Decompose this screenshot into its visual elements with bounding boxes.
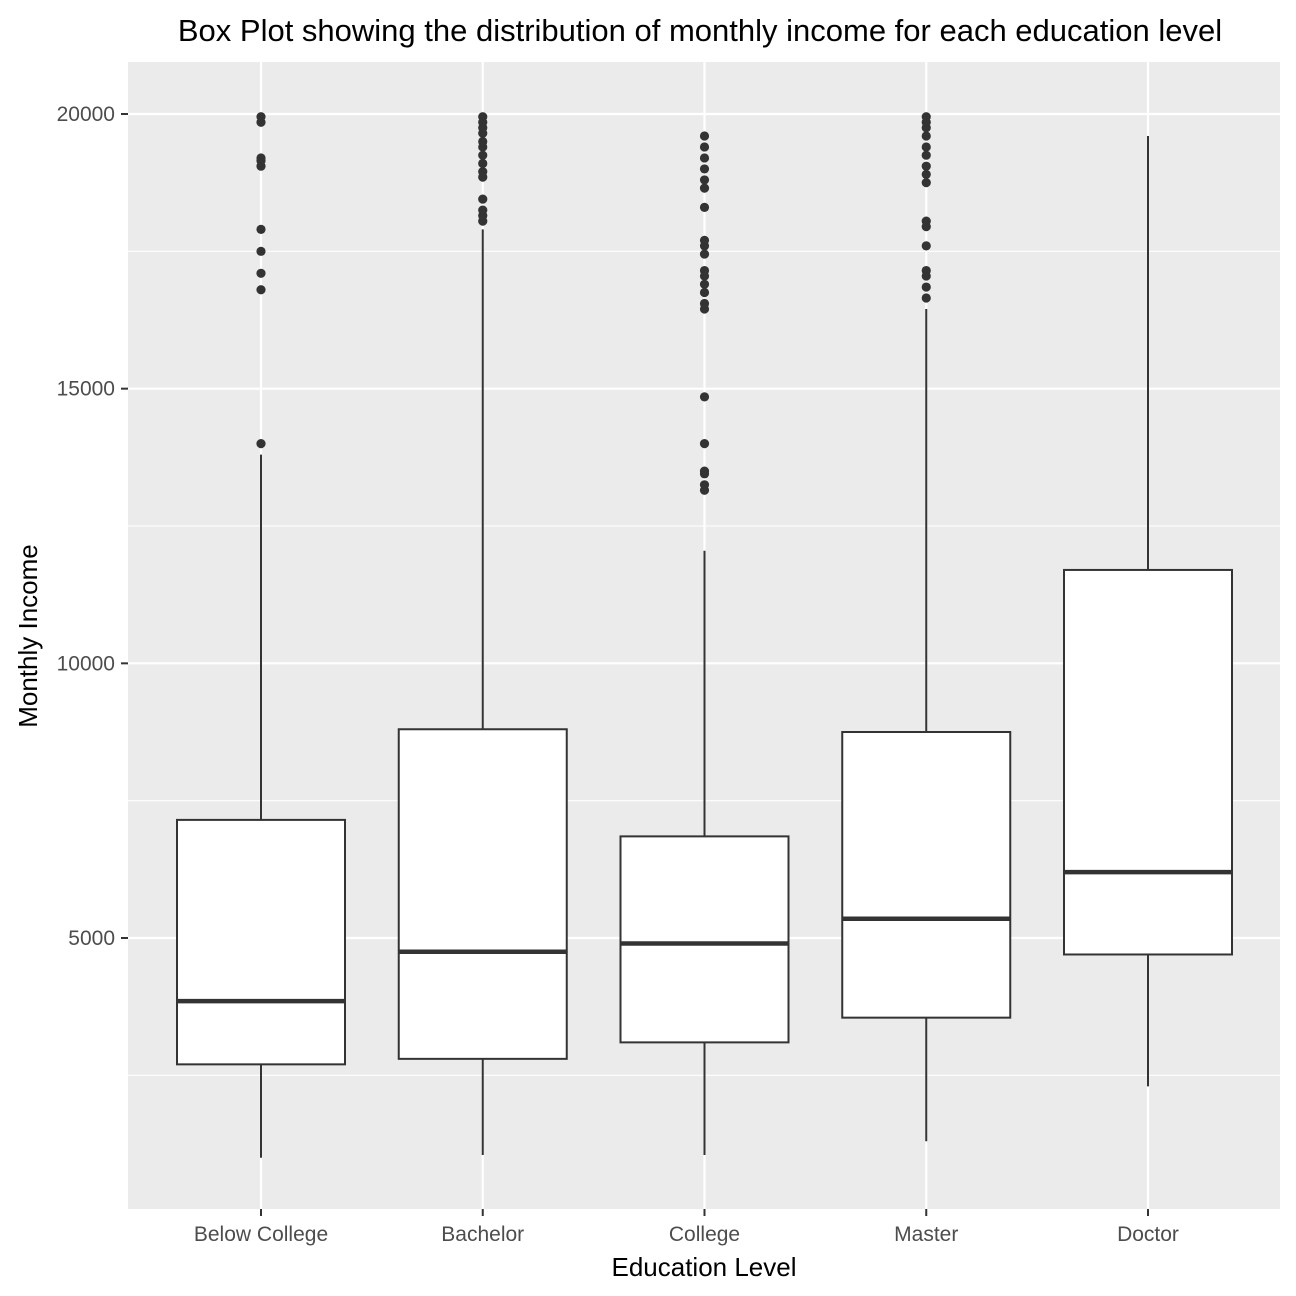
y-axis-title: Monthly Income [13, 544, 43, 728]
outlier-point [256, 268, 266, 278]
outlier-point [699, 480, 710, 490]
outlier-point [256, 285, 266, 295]
outlier-point [699, 439, 710, 449]
outlier-point [699, 183, 710, 193]
outlier-point [921, 112, 931, 122]
outlier-point [699, 279, 710, 289]
iqr-box [397, 728, 568, 1060]
outlier-point [921, 178, 931, 188]
outlier-point [921, 131, 931, 141]
outlier-point [699, 142, 710, 152]
outlier-point [478, 150, 488, 160]
outlier-point [699, 153, 710, 163]
outlier-point [699, 249, 710, 259]
outlier-point [256, 439, 266, 449]
x-tick-label: Master [894, 1223, 958, 1246]
iqr-box [176, 818, 346, 1066]
outlier-point [699, 466, 710, 476]
outlier-point [921, 265, 931, 276]
outlier-point [256, 224, 266, 234]
outlier-point [921, 293, 931, 303]
y-axis: 5000 10000 15000 20000 [57, 103, 128, 950]
iqr-box [1063, 568, 1233, 956]
outlier-point [478, 167, 488, 177]
iqr-box [841, 731, 1012, 1019]
box-bachelor [397, 112, 568, 1155]
outlier-point [699, 131, 710, 141]
y-tick-label: 10000 [57, 652, 115, 675]
x-tick-label: Doctor [1117, 1223, 1179, 1246]
chart-title: Box Plot showing the distribution of mon… [178, 13, 1222, 48]
outlier-point [921, 169, 931, 180]
outlier-point [699, 392, 710, 402]
box-master [841, 112, 1012, 1142]
outlier-point [256, 153, 266, 163]
box-below-college [176, 112, 346, 1158]
outlier-point [921, 142, 931, 152]
boxes [176, 112, 1233, 1158]
outlier-point [478, 194, 488, 204]
outlier-point [921, 282, 931, 292]
outlier-point [699, 298, 710, 309]
outlier-point [921, 161, 931, 171]
outlier-point [921, 216, 931, 226]
y-tick-label: 5000 [68, 927, 115, 950]
y-tick-label: 20000 [57, 103, 115, 126]
outlier-point [478, 205, 488, 215]
outlier-point [256, 112, 266, 122]
outlier-point [478, 112, 488, 122]
x-tick-label: Bachelor [441, 1223, 524, 1246]
outlier-point [256, 246, 266, 256]
outlier-point [699, 175, 710, 185]
outlier-point [699, 235, 710, 245]
outlier-point [699, 287, 710, 298]
iqr-box [619, 835, 790, 1044]
outlier-point [699, 265, 710, 276]
outlier-point [478, 158, 488, 169]
x-tick-label: College [669, 1223, 740, 1246]
y-tick-label: 15000 [57, 378, 115, 401]
box-doctor [1063, 135, 1233, 1087]
outlier-point [478, 136, 488, 147]
outlier-point [921, 150, 931, 160]
x-tick-label: Below College [194, 1223, 328, 1246]
x-axis: Below College Bachelor College Master Doctor [194, 1209, 1179, 1246]
x-axis-title: Education Level [611, 1252, 796, 1282]
outlier-point [699, 164, 710, 174]
outlier-point [921, 241, 931, 251]
box-college [619, 131, 790, 1155]
outlier-point [699, 202, 710, 212]
